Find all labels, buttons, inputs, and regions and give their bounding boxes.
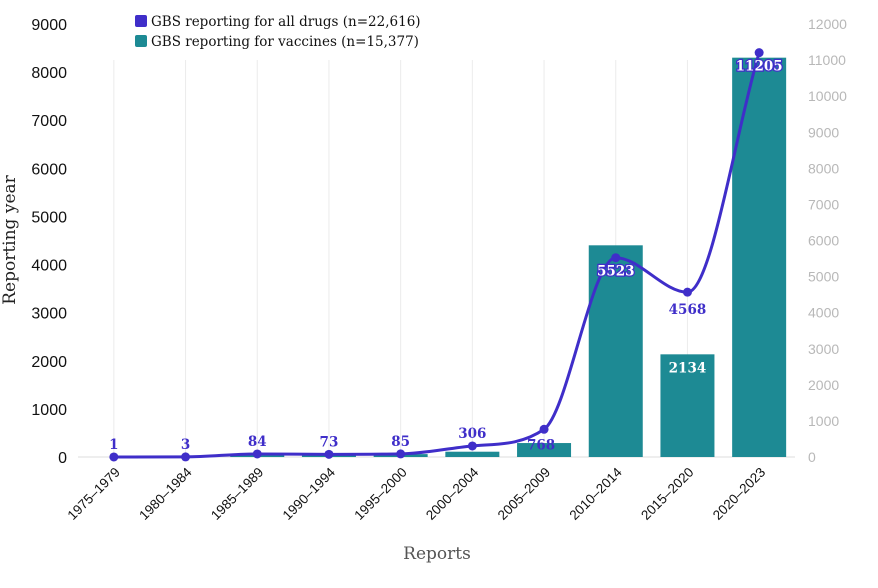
right-tick-label: 11000: [808, 52, 846, 68]
bar-value-label: 2134: [669, 360, 707, 376]
x-tick-label: 2015–2020: [638, 465, 696, 523]
right-axis-ticks: 0 1000 2000 3000 4000 5000 6000 7000 8000 9000 100…: [808, 16, 847, 465]
left-tick-label: 6000: [31, 161, 67, 178]
bar-labels: 2134: [667, 359, 708, 378]
vaccine-bar: [660, 354, 715, 457]
drugs-value-label: 85: [391, 434, 410, 450]
drugs-line-point: [324, 449, 334, 459]
y-axis-title: Reporting year: [0, 174, 20, 304]
drugs-value-label: 1: [109, 437, 118, 453]
drugs-line-point: [682, 287, 692, 297]
drugs-value-label: 3: [181, 437, 190, 453]
drugs-line-point: [467, 441, 477, 451]
vaccine-bar: [732, 57, 787, 458]
left-tick-label: 5000: [31, 209, 67, 226]
x-tick-label: 2020–2023: [710, 465, 768, 523]
drugs-value-label: 11205: [736, 59, 783, 75]
x-tick-label: 1980–1984: [136, 464, 195, 523]
x-tick-label: 2000–2004: [423, 464, 482, 523]
x-tick-label: 1975–1979: [65, 465, 123, 523]
legend-swatch-vaccines: [135, 35, 147, 47]
vaccine-bar: [517, 443, 572, 457]
left-axis-ticks: 0 1000 2000 3000 4000 5000 6000 7000 8000 9000: [31, 17, 67, 467]
legend-label-drugs: GBS reporting for all drugs (n=22,616): [151, 14, 421, 30]
left-tick-label: 0: [58, 450, 67, 467]
drugs-line-point: [252, 449, 262, 459]
drugs-line-point: [611, 253, 621, 263]
right-tick-label: 3000: [808, 341, 839, 357]
drugs-line: [109, 48, 764, 462]
left-tick-label: 4000: [31, 258, 67, 275]
left-tick-label: 9000: [31, 17, 67, 34]
x-tick-label: 1995–2000: [351, 465, 409, 523]
drugs-line-point: [181, 452, 191, 462]
legend-label-vaccines: GBS reporting for vaccines (n=15,377): [151, 34, 419, 50]
x-tick-label: 1990–1994: [280, 464, 339, 523]
drugs-value-label: 306: [458, 426, 486, 442]
drugs-value-label: 5523: [597, 264, 635, 280]
drugs-line-point: [396, 449, 406, 459]
right-tick-label: 10000: [808, 88, 847, 104]
right-tick-label: 2000: [808, 377, 839, 393]
left-tick-label: 2000: [31, 354, 67, 371]
right-tick-label: 9000: [808, 124, 839, 140]
drugs-value-label: 4568: [669, 302, 707, 318]
right-tick-label: 5000: [808, 269, 839, 285]
drugs-line-point: [754, 48, 764, 58]
drugs-value-label: 73: [320, 434, 339, 450]
right-tick-label: 7000: [808, 196, 839, 212]
legend: GBS reporting for all drugs (n=22,616) G…: [135, 14, 421, 50]
legend-swatch-drugs: [135, 15, 147, 27]
right-tick-label: 4000: [808, 305, 839, 321]
drugs-value-label: 768: [527, 437, 555, 453]
drugs-value-label: 84: [248, 434, 267, 450]
point-labels: 1 3 84 73 85 306 768 5523 4568 11205: [109, 57, 784, 453]
vaccine-bars: [230, 57, 787, 458]
left-tick-label: 3000: [31, 306, 67, 323]
vaccine-bar: [445, 451, 500, 457]
right-tick-label: 0: [808, 449, 816, 465]
left-tick-label: 7000: [31, 113, 67, 130]
right-tick-label: 6000: [808, 233, 839, 249]
x-tick-label: 2010–2014: [566, 464, 625, 523]
x-tick-label: 1985–1989: [208, 465, 266, 523]
left-tick-label: 8000: [31, 65, 67, 82]
right-tick-label: 12000: [808, 16, 847, 32]
x-axis-ticks: 1975–1979 1980–1984 1985–1989 1990–1994 1995…: [65, 464, 769, 523]
drugs-line-point: [539, 424, 549, 434]
x-axis-title: Reports: [403, 544, 471, 564]
x-tick-label: 2005–2009: [495, 465, 553, 523]
drugs-line-point: [109, 452, 119, 462]
right-tick-label: 1000: [808, 413, 839, 429]
right-tick-label: 8000: [808, 160, 839, 176]
left-tick-label: 1000: [31, 402, 67, 419]
